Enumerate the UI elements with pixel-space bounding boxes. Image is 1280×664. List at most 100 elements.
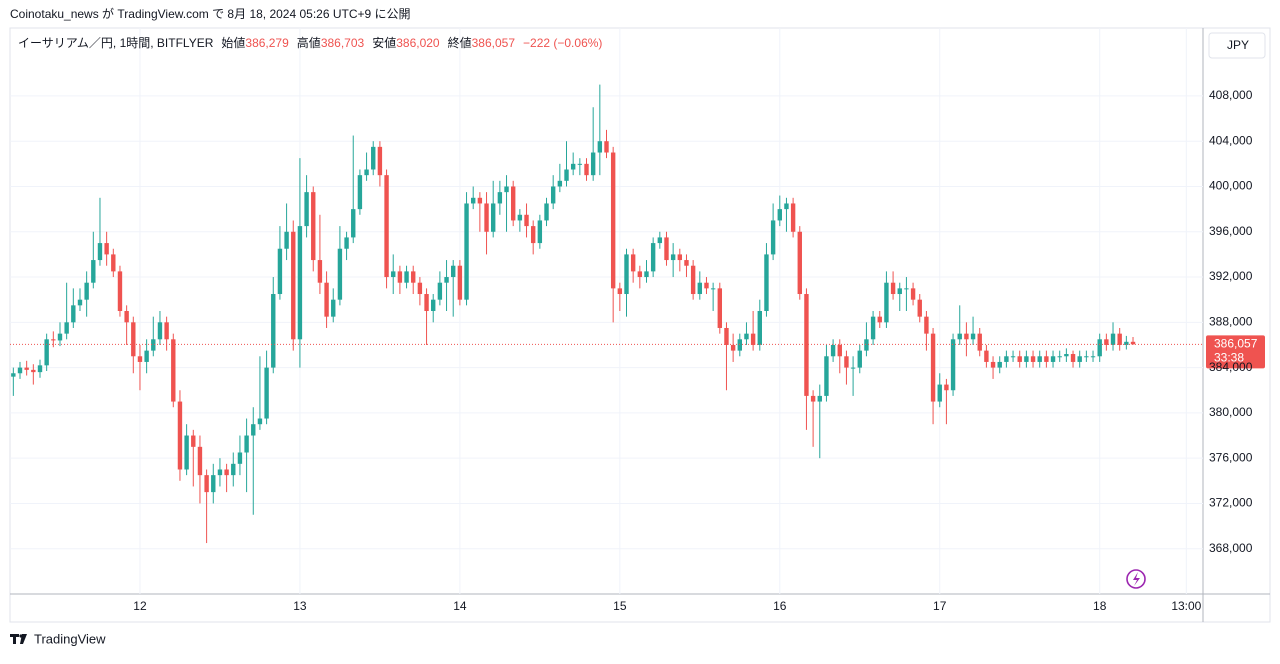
candle-body <box>910 288 916 300</box>
candle-body <box>131 322 136 357</box>
candle-body <box>257 418 263 425</box>
y-tick-label: 408,000 <box>1209 88 1253 102</box>
candle-body <box>717 288 723 328</box>
candle-body <box>830 344 836 357</box>
candle-body <box>1090 356 1096 358</box>
candle-body <box>970 333 976 340</box>
candle-body <box>477 197 483 204</box>
candle-body <box>357 175 363 210</box>
candle-body <box>11 373 16 377</box>
candle-body <box>557 180 563 187</box>
candle-body <box>171 339 176 402</box>
candle-body <box>817 395 822 402</box>
currency-button[interactable] <box>1208 32 1266 59</box>
candle-body <box>597 141 603 153</box>
y-tick-label: 384,000 <box>1209 360 1253 374</box>
candle-body <box>271 294 276 368</box>
candle-body <box>730 344 736 351</box>
candle-body <box>897 288 902 295</box>
candle-body <box>777 209 782 221</box>
candle-body <box>990 361 996 368</box>
candle-body <box>670 254 676 261</box>
candle-body <box>904 288 909 290</box>
y-tick-label: 388,000 <box>1209 314 1253 328</box>
candle-body <box>1044 356 1049 362</box>
legend-label: 終値 <box>448 35 472 50</box>
candle-body <box>217 469 223 476</box>
candle-body <box>724 327 729 345</box>
candle-body <box>1017 356 1022 362</box>
candle-body <box>204 475 209 493</box>
candle-body <box>237 452 243 464</box>
candle-body <box>77 299 83 306</box>
candle-body <box>44 339 49 366</box>
candle-body <box>251 424 256 436</box>
candle-body <box>850 367 856 369</box>
x-tick-label: 15 <box>613 599 627 613</box>
candle-body <box>544 203 549 221</box>
candle-body <box>264 367 269 419</box>
candle-body <box>317 260 323 283</box>
candle-body <box>744 333 749 340</box>
candle-body <box>484 203 489 232</box>
candle-body <box>391 271 396 278</box>
candle-body <box>184 435 189 470</box>
logo <box>10 634 27 644</box>
candle-body <box>451 265 456 278</box>
candle-body <box>324 282 329 317</box>
candle-body <box>437 282 443 300</box>
y-tick-label: 380,000 <box>1209 405 1253 419</box>
candle-body <box>1130 341 1136 345</box>
candle-body <box>1037 356 1042 362</box>
candle-body <box>664 237 669 261</box>
candle-body <box>564 169 569 181</box>
candle-body <box>530 226 536 244</box>
price-tag <box>1206 335 1265 369</box>
y-tick-label: 376,000 <box>1209 450 1253 464</box>
legend-value: 386,279 <box>245 36 289 50</box>
candle-body <box>750 333 756 345</box>
candle-body <box>610 152 616 289</box>
candle-body <box>677 254 683 261</box>
candle-body <box>790 203 796 232</box>
candle-body <box>224 469 229 476</box>
currency[interactable]: JPY <box>1227 38 1249 52</box>
candle-body <box>311 192 316 261</box>
candle-body <box>104 243 109 255</box>
candle-body <box>471 197 476 204</box>
candle-body <box>577 163 583 165</box>
candle-body <box>837 344 842 357</box>
candle-body <box>371 146 376 170</box>
legend-value: 386,020 <box>396 36 440 50</box>
candle-body <box>804 294 809 396</box>
candle-body <box>71 305 76 323</box>
candle-body <box>1070 354 1076 362</box>
candle-body <box>704 282 709 289</box>
candle-body <box>930 333 936 402</box>
candle-body <box>417 282 423 295</box>
x-tick-label: 13:00 <box>1171 599 1201 613</box>
candle-body <box>231 463 236 476</box>
candle-body <box>17 367 23 374</box>
candle-body <box>84 282 89 300</box>
candle-body <box>1010 356 1016 358</box>
legend-label: 始値 <box>221 35 245 50</box>
candle-body <box>124 311 129 323</box>
candle-body <box>464 203 469 300</box>
candle-body <box>984 350 989 362</box>
candle-body <box>844 356 849 368</box>
candle-body <box>684 260 689 266</box>
candle-body <box>177 401 183 470</box>
y-tick-label: 392,000 <box>1209 269 1253 283</box>
x-tick-label: 16 <box>773 599 787 613</box>
candle-body <box>997 361 1002 368</box>
candle-body <box>710 288 716 290</box>
candle-body <box>1057 356 1062 358</box>
candle-body <box>1024 356 1029 362</box>
candle-body <box>1084 356 1089 358</box>
x-tick-label: 18 <box>1093 599 1107 613</box>
candle-body <box>797 231 802 295</box>
candle-body <box>384 175 389 278</box>
